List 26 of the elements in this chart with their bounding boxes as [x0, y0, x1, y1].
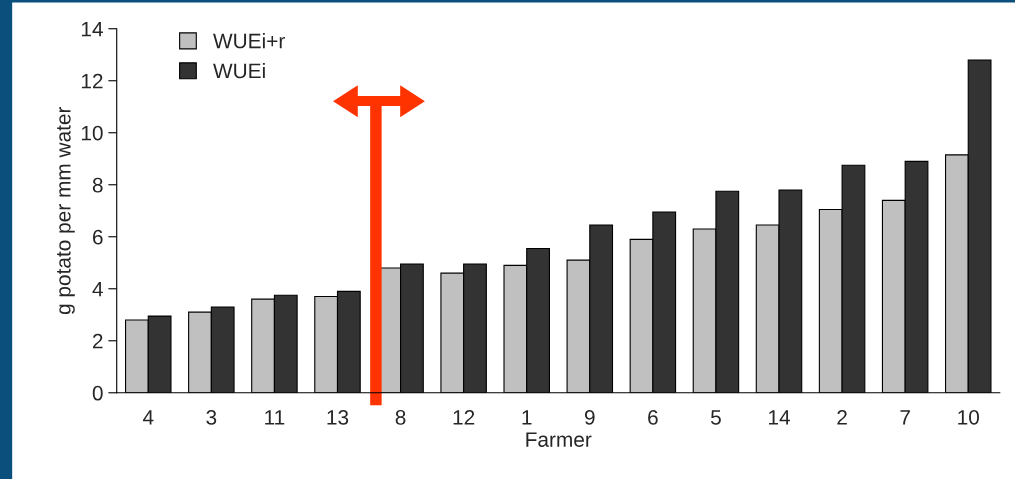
- y-tick-label: 14: [81, 21, 103, 37]
- x-tick-label: 10: [958, 410, 980, 425]
- x-tick-label: 13: [327, 410, 349, 425]
- x-tick-label: 2: [837, 410, 847, 425]
- legend-label: WUEi: [213, 62, 265, 79]
- x-tick-label: 4: [142, 410, 154, 425]
- y-tick-label: 0: [92, 385, 103, 401]
- x-tick-label: 14: [769, 410, 790, 425]
- x-tick-label: 12: [453, 410, 475, 425]
- x-tick-label: 7: [900, 410, 910, 425]
- y-tick-label: 10: [81, 125, 103, 141]
- legend-label: WUEi+r: [213, 33, 285, 49]
- y-tick-label: 12: [81, 73, 103, 89]
- x-tick-label: 6: [648, 410, 658, 425]
- x-tick-label: 3: [206, 410, 217, 425]
- x-tick-label: 9: [584, 410, 595, 425]
- x-tick-label: 5: [710, 410, 721, 425]
- y-tick-label: 4: [92, 281, 103, 297]
- y-tick-label: 2: [92, 333, 103, 349]
- x-tick-label: 8: [395, 410, 406, 425]
- y-axis-title: g potato per mm water: [57, 106, 75, 315]
- x-axis-title: Farmer: [526, 432, 592, 447]
- x-tick-label: 1: [522, 410, 532, 425]
- y-tick-label: 8: [92, 177, 103, 193]
- y-tick-label: 6: [93, 229, 103, 245]
- x-tick-label: 11: [265, 410, 285, 425]
